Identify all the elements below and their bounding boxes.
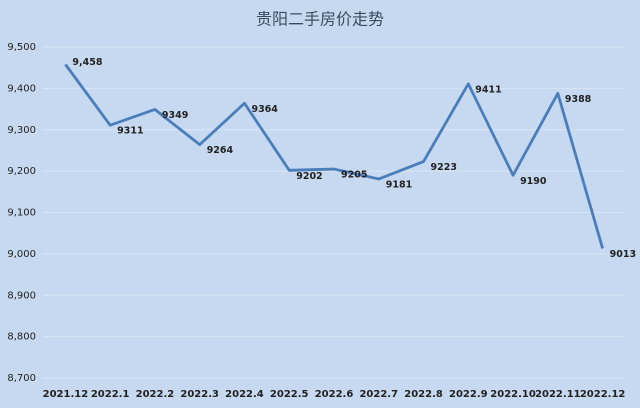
x-tick-label: 2022.12 — [580, 389, 626, 400]
x-tick-label: 2022.3 — [180, 389, 219, 400]
value-label: 9311 — [117, 126, 143, 137]
chart-title: 贵阳二手房价走势 — [256, 10, 384, 29]
x-tick-label: 2022.11 — [535, 389, 581, 400]
value-label: 9364 — [251, 104, 278, 115]
y-tick-label: 8,700 — [7, 373, 36, 384]
x-tick-label: 2022.1 — [91, 389, 130, 400]
x-tick-label: 2022.9 — [449, 389, 488, 400]
y-tick-label: 9,400 — [7, 83, 36, 94]
x-tick-label: 2022.8 — [404, 389, 443, 400]
value-label: 9205 — [341, 170, 367, 181]
x-tick-label: 2021.12 — [43, 389, 89, 400]
value-label: 9411 — [475, 84, 501, 95]
value-label: 9013 — [610, 249, 636, 260]
value-label: 9264 — [207, 145, 234, 156]
value-label: 9,458 — [72, 57, 102, 68]
y-tick-label: 8,900 — [7, 290, 36, 301]
value-label: 9202 — [296, 171, 322, 182]
value-label: 9190 — [520, 176, 547, 187]
x-tick-label: 2022.6 — [315, 389, 354, 400]
y-tick-label: 9,200 — [7, 166, 36, 177]
line — [64, 63, 604, 249]
x-tick-label: 2022.10 — [490, 389, 536, 400]
value-label: 9181 — [386, 179, 412, 190]
x-tick-label: 2022.7 — [359, 389, 398, 400]
value-label: 9349 — [162, 110, 188, 121]
value-label: 9388 — [565, 94, 592, 105]
y-tick-label: 8,800 — [7, 332, 36, 343]
y-tick-label: 9,300 — [7, 125, 36, 136]
value-label: 9223 — [431, 162, 457, 173]
y-tick-label: 9,100 — [7, 208, 36, 219]
x-tick-label: 2022.5 — [270, 389, 309, 400]
y-tick-label: 9,500 — [7, 42, 36, 53]
x-tick-label: 2022.4 — [225, 389, 264, 400]
y-tick-label: 9,000 — [7, 249, 36, 260]
x-tick-label: 2022.2 — [136, 389, 175, 400]
